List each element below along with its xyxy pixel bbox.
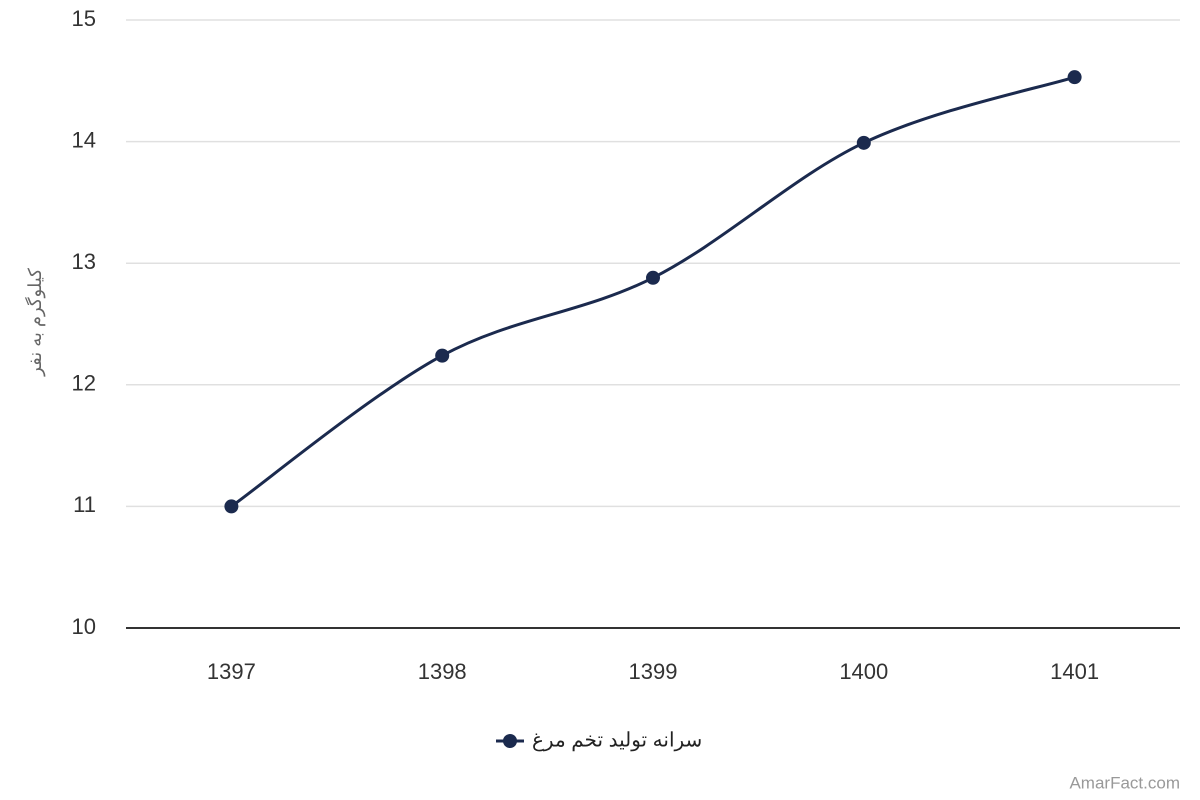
y-axis-label: کیلوگرم به نفر <box>24 268 46 377</box>
y-tick-label: 12 <box>72 371 96 396</box>
y-tick-label: 13 <box>72 249 96 274</box>
x-tick-label: 1399 <box>629 659 678 684</box>
y-tick-label: 10 <box>72 614 96 639</box>
point <box>646 270 660 285</box>
y-tick-label: 15 <box>72 6 96 31</box>
y-tick-label: 14 <box>72 127 96 152</box>
x-tick-label: 1398 <box>418 659 467 684</box>
y-tick-label: 11 <box>73 492 96 517</box>
point <box>856 135 871 150</box>
x-tick-label: 1400 <box>839 659 888 684</box>
legend-marker <box>503 734 517 748</box>
legend-label[interactable]: سرانه تولید تخم مرغ <box>532 729 702 751</box>
point <box>1067 70 1082 85</box>
point <box>224 499 239 514</box>
x-tick-label: 1397 <box>207 659 256 684</box>
point <box>435 348 450 363</box>
x-tick-label: 1401 <box>1050 659 1099 684</box>
credit: AmarFact.com <box>1069 773 1180 792</box>
